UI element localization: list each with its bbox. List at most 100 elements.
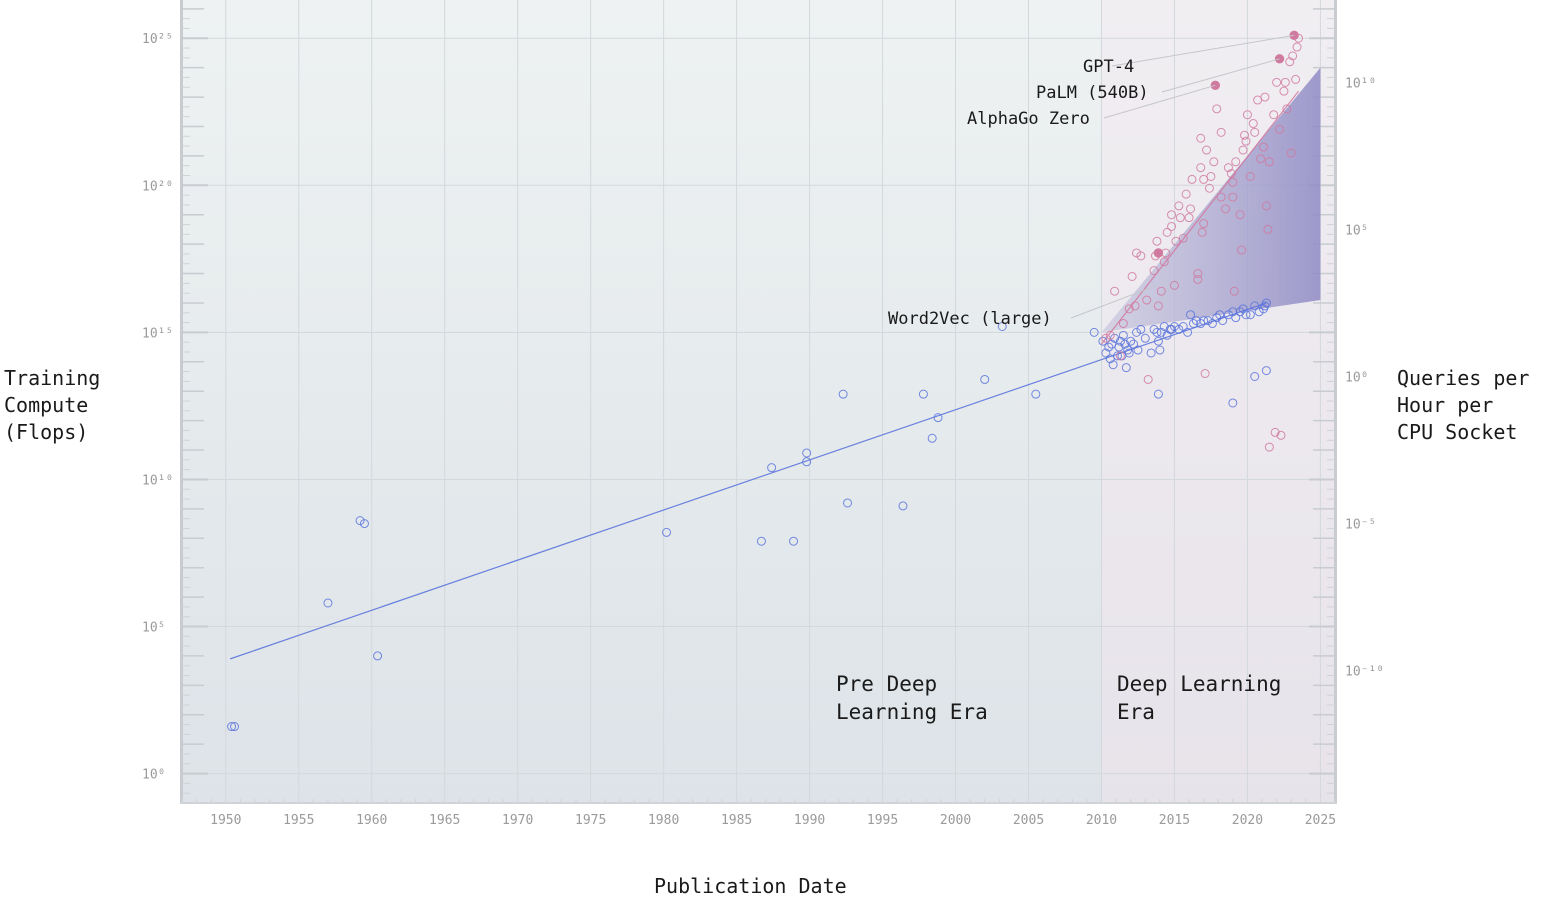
y-tick-label-right: 10⁻⁵ [1345,518,1376,533]
data-point-pink [1228,192,1238,202]
data-point-pink [1162,227,1172,237]
data-point-blue [355,516,365,526]
data-point-blue [1245,310,1255,320]
x-tick-label: 1970 [502,813,533,828]
data-point-pink [1270,427,1280,437]
data-point-blue [230,722,240,732]
data-point-pink [1143,374,1153,384]
data-point-pink [1238,145,1248,155]
y-axis-right-title: Queries per Hour per CPU Socket [1397,366,1530,444]
data-point-pink [1226,169,1236,179]
data-point-pink [1216,127,1226,137]
data-point-blue [1089,327,1099,337]
data-point-pink [1127,271,1137,281]
data-point-pink [1258,142,1268,152]
data-point-blue [1155,345,1165,355]
data-point-blue [1207,319,1217,329]
data-point-pink [1280,77,1290,87]
data-point-pink [1115,351,1125,361]
data-point-blue [1108,360,1118,370]
data-point-pink [1174,201,1184,211]
data-point-pink [1279,86,1289,96]
data-point-blue [1215,310,1225,320]
data-point-blue [1260,301,1270,311]
x-tick-label: 1965 [429,813,460,828]
data-point-pink [1118,319,1128,329]
data-point-blue [1261,366,1271,376]
data-point-blue [1162,330,1172,340]
data-point-pink [1175,213,1185,223]
data-point-pink [1204,183,1214,193]
y-tick-label-left: 10⁰ [142,768,165,783]
y-tick-label-left: 10⁵ [142,621,165,636]
data-point-blue [1250,301,1260,311]
data-points [227,30,1304,732]
data-point-pink [1178,233,1188,243]
data-point-pink [1149,266,1159,276]
data-point-pink [1248,119,1258,129]
data-point-pink [1209,157,1219,167]
annotation-leader [1111,34,1295,67]
data-point-blue [1146,348,1156,358]
data-point-blue [1241,310,1251,320]
data-point-blue [802,457,812,467]
data-point-blue [1126,336,1136,346]
data-point-pink [1285,57,1295,67]
x-tick-label: 2010 [1086,813,1117,828]
data-point-pink [1105,330,1115,340]
annotation-leader [1070,284,1158,319]
x-tick-label: 2015 [1159,813,1190,828]
data-point-pink [1169,280,1179,290]
era-labels: Pre Deep Learning Era Deep Learning Era [836,672,1281,724]
data-point-pink [1200,369,1210,379]
annotation-label: PaLM (540B) [1036,83,1149,103]
data-point-blue [1129,339,1139,349]
data-point-blue [997,321,1007,331]
data-point-pink [1184,213,1194,223]
x-tick-label: 1950 [210,813,241,828]
data-point-pink [1196,133,1206,143]
data-point-blue [1218,316,1228,326]
x-tick-label: 2025 [1305,813,1336,828]
annotations: GPT-4 PaLM (540B) AlphaGo Zero Word2Vec (la… [888,34,1295,329]
data-point-blue [898,501,908,511]
data-point-pink [1291,74,1301,84]
data-point-blue [1228,307,1238,317]
data-point-pink [1261,201,1271,211]
data-point-blue [1124,348,1134,358]
data-point-blue [918,389,928,399]
data-point-pink [1193,269,1203,279]
annotation-leader [1103,84,1216,119]
data-point-blue [1101,348,1111,358]
data-point-blue [767,463,777,473]
era-region-pre-deep-learning [182,0,1102,803]
data-point-blue [1178,321,1188,331]
data-point-pink [1132,248,1142,258]
data-point-pink [1181,189,1191,199]
data-point-blue [1199,316,1209,326]
data-point-pink [1124,304,1134,314]
data-point-blue [1203,316,1213,326]
y-tick-label-left: 10¹⁰ [142,473,173,488]
data-point-pink [1264,157,1274,167]
data-point-pink [1235,210,1245,220]
data-point-pink [1187,174,1197,184]
data-point-pink [1272,77,1282,87]
y-tick-label-right: 10⁻¹⁰ [1345,665,1384,680]
era-label: Deep Learning Era [1117,672,1281,724]
data-point-blue [927,433,937,443]
data-point-blue [373,651,383,661]
x-tick-label: 1995 [867,813,898,828]
data-point-pink [1142,295,1152,305]
data-point-pink [1167,210,1177,220]
data-point-blue [1212,313,1222,323]
x-tick-label: 1990 [794,813,825,828]
data-point-pink [1237,245,1247,255]
data-point-blue [1098,336,1108,346]
data-point-pink [1152,236,1162,246]
grid [182,0,1335,803]
data-point-blue [980,374,990,384]
y-tick-label-right: 10⁵ [1345,223,1368,238]
data-point-blue [789,536,799,546]
